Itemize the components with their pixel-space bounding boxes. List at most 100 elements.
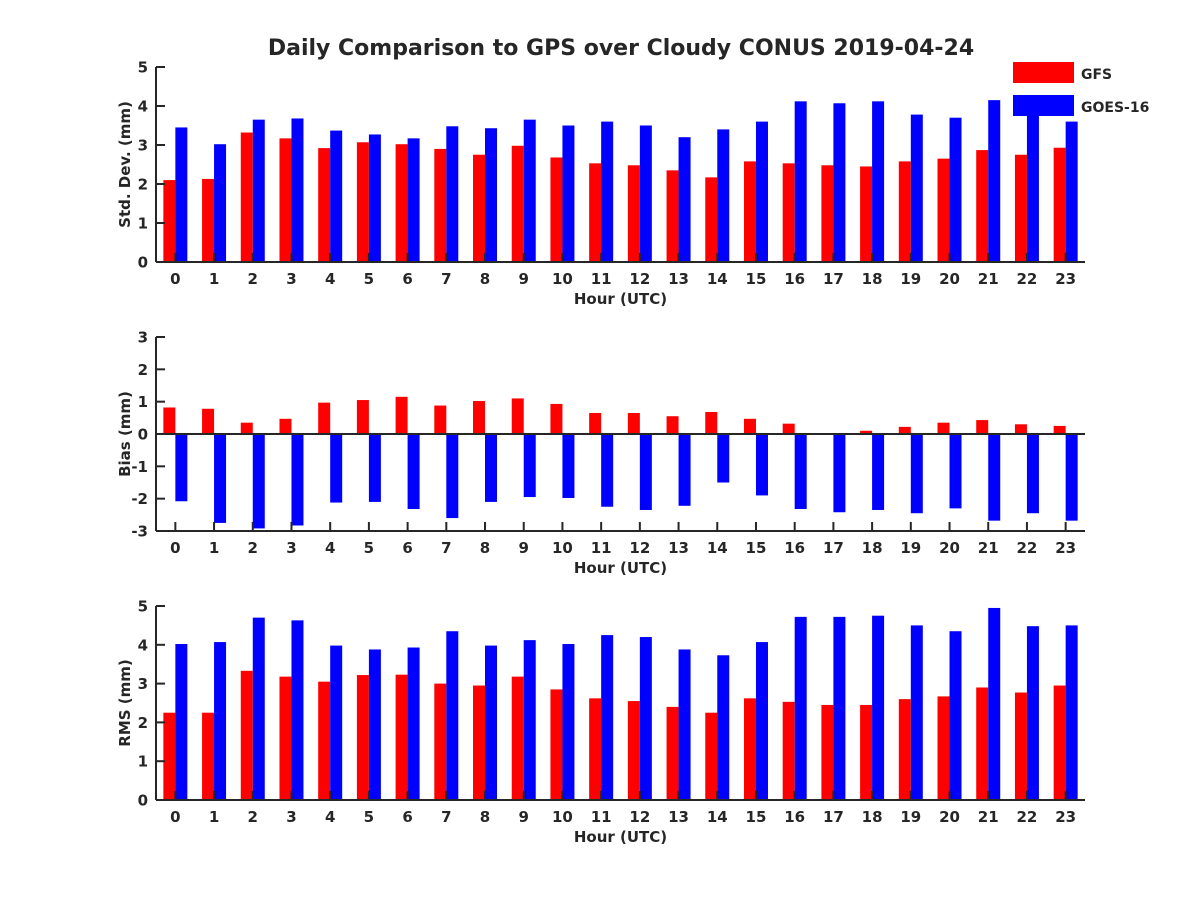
std-dev-bar-gfs-10 — [550, 157, 563, 262]
bias-x-tick-label: 4 — [325, 539, 335, 557]
rms-bar-goes16-8 — [485, 645, 498, 800]
bias-bar-gfs-2 — [240, 422, 253, 434]
rms-bar-goes16-23 — [1065, 625, 1078, 800]
rms-bar-gfs-15 — [743, 698, 756, 800]
legend-swatch-gfs — [1013, 62, 1074, 83]
rms-x-tick-label: 2 — [248, 808, 258, 826]
bias-bar-gfs-7 — [434, 405, 447, 434]
rms-bar-gfs-23 — [1053, 685, 1066, 800]
bias-x-tick-label: 3 — [286, 539, 296, 557]
std-dev-bar-gfs-4 — [318, 148, 331, 262]
rms-bar-gfs-0 — [163, 712, 176, 800]
bias-x-tick-label: 23 — [1055, 539, 1076, 557]
std-dev-bar-gfs-15 — [743, 161, 756, 262]
std-dev-x-tick-label: 18 — [862, 270, 883, 288]
std-dev-bar-gfs-20 — [937, 158, 950, 262]
std-dev-bar-gfs-14 — [705, 177, 718, 262]
rms-x-tick-label: 12 — [629, 808, 650, 826]
std-dev-bar-goes16-21 — [988, 100, 1001, 263]
bias-bar-goes16-3 — [291, 434, 304, 526]
bias-x-tick-label: 10 — [552, 539, 573, 557]
bias-x-tick-label: 13 — [668, 539, 689, 557]
rms-x-tick-label: 11 — [591, 808, 612, 826]
rms-bar-gfs-17 — [821, 704, 834, 800]
rms-bar-goes16-18 — [872, 615, 885, 800]
rms-y-tick-label: 2 — [138, 714, 148, 732]
std-dev-bar-goes16-4 — [330, 130, 343, 262]
bias-bar-gfs-11 — [589, 412, 602, 434]
bias-bar-goes16-20 — [949, 434, 962, 509]
bias-y-tick-label: 0 — [138, 426, 148, 444]
std-dev-bar-goes16-15 — [755, 121, 768, 262]
rms-bar-gfs-5 — [356, 675, 369, 800]
bias-bar-goes16-16 — [794, 434, 807, 510]
rms-bar-goes16-16 — [794, 616, 807, 800]
std-dev-bar-goes16-5 — [368, 134, 381, 262]
std-dev-x-tick-label: 5 — [364, 270, 374, 288]
std-dev-x-tick-label: 10 — [552, 270, 573, 288]
std-dev-bar-gfs-17 — [821, 165, 834, 262]
std-dev-bar-gfs-2 — [240, 132, 253, 262]
std-dev-x-tick-label: 9 — [519, 270, 529, 288]
std-dev-y-tick-label: 0 — [138, 254, 148, 272]
bias-bar-goes16-8 — [485, 434, 498, 502]
std-dev-x-axis-label: Hour (UTC) — [574, 290, 667, 308]
std-dev-bar-goes16-17 — [833, 103, 846, 263]
rms-x-tick-label: 19 — [900, 808, 921, 826]
std-dev-bar-gfs-16 — [782, 163, 795, 262]
std-dev-x-tick-label: 6 — [402, 270, 412, 288]
rms-x-axis-label: Hour (UTC) — [574, 828, 667, 846]
std-dev-bar-goes16-22 — [1026, 115, 1039, 262]
rms-x-tick-label: 5 — [364, 808, 374, 826]
std-dev-x-tick-label: 11 — [591, 270, 612, 288]
rms-x-tick-label: 21 — [978, 808, 999, 826]
std-dev-bar-goes16-9 — [523, 119, 536, 263]
bias-x-tick-label: 19 — [900, 539, 921, 557]
std-dev-y-tick-label: 5 — [138, 59, 148, 77]
std-dev-y-tick-label: 4 — [138, 98, 148, 116]
std-dev-bar-goes16-11 — [601, 121, 614, 262]
std-dev-x-tick-label: 13 — [668, 270, 689, 288]
bias-bar-gfs-4 — [318, 402, 331, 434]
bias-x-tick-label: 0 — [170, 539, 180, 557]
rms-bar-gfs-18 — [860, 704, 873, 800]
std-dev-bar-goes16-3 — [291, 118, 304, 262]
std-dev-bar-goes16-8 — [485, 128, 498, 262]
std-dev-bar-gfs-1 — [202, 178, 215, 262]
rms-bar-goes16-6 — [407, 647, 420, 800]
rms-bar-gfs-21 — [976, 687, 989, 800]
std-dev-x-tick-label: 17 — [823, 270, 844, 288]
bias-bar-gfs-15 — [743, 418, 756, 434]
std-dev-x-tick-label: 2 — [248, 270, 258, 288]
bias-bar-goes16-5 — [368, 434, 381, 502]
bias-bar-gfs-18 — [860, 430, 873, 434]
std-dev-bar-gfs-12 — [627, 165, 640, 262]
std-dev-bar-gfs-19 — [898, 161, 911, 262]
rms-x-tick-label: 1 — [209, 808, 219, 826]
rms-x-tick-label: 0 — [170, 808, 180, 826]
std-dev-x-tick-label: 0 — [170, 270, 180, 288]
bias-y-tick-label: 1 — [138, 393, 148, 411]
std-dev-bar-gfs-11 — [589, 163, 602, 262]
rms-x-tick-label: 7 — [441, 808, 451, 826]
bias-x-tick-label: 20 — [939, 539, 960, 557]
bias-bar-gfs-5 — [356, 400, 369, 434]
rms-x-tick-label: 16 — [784, 808, 805, 826]
std-dev-x-tick-label: 19 — [900, 270, 921, 288]
std-dev-x-tick-label: 15 — [746, 270, 767, 288]
bias-x-tick-label: 8 — [480, 539, 490, 557]
rms-bar-goes16-20 — [949, 631, 962, 800]
std-dev-x-tick-label: 23 — [1055, 270, 1076, 288]
bias-x-tick-label: 21 — [978, 539, 999, 557]
bias-bar-gfs-13 — [666, 416, 679, 434]
std-dev-x-tick-label: 16 — [784, 270, 805, 288]
rms-bar-goes16-19 — [910, 625, 923, 800]
legend-swatch-goes16 — [1013, 95, 1074, 116]
bias-bar-goes16-18 — [872, 434, 885, 510]
bias-bar-gfs-19 — [898, 426, 911, 434]
rms-x-tick-label: 9 — [519, 808, 529, 826]
bias-x-tick-label: 9 — [519, 539, 529, 557]
figure-title: Daily Comparison to GPS over Cloudy CONU… — [268, 36, 974, 61]
bias-bar-goes16-2 — [252, 434, 265, 529]
